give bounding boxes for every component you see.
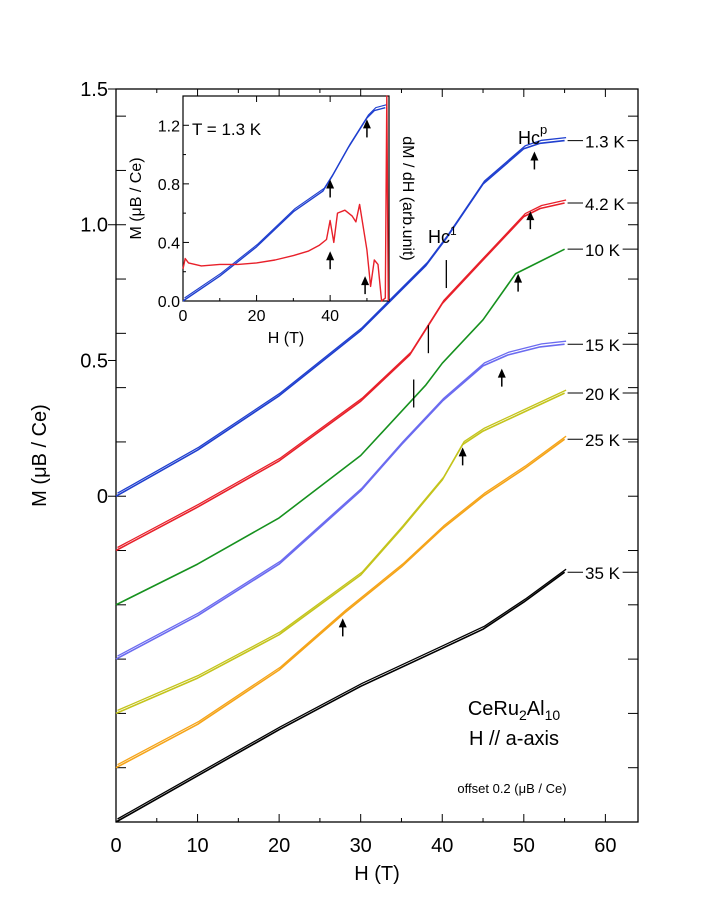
critical-field-arrow bbox=[514, 273, 523, 283]
x-tick-label: 10 bbox=[186, 835, 208, 857]
series-label: 35 K bbox=[585, 564, 621, 583]
series-label-bg bbox=[583, 564, 623, 584]
inset-frame bbox=[182, 95, 390, 302]
inset-y-axis-title: M (μB / Ce) bbox=[128, 157, 145, 239]
series-line bbox=[115, 248, 565, 606]
series-line bbox=[115, 571, 566, 823]
series-line bbox=[115, 438, 566, 769]
hc1-label: Hc1 bbox=[428, 224, 457, 247]
inset-x-axis-title: H (T) bbox=[268, 330, 304, 347]
inset-y-tick-label: 0.8 bbox=[158, 177, 180, 194]
inset-x-tick-label: 40 bbox=[321, 308, 339, 325]
inset-title: T = 1.3 K bbox=[192, 120, 262, 139]
series-line-sweep bbox=[117, 435, 567, 766]
series-line-sweep bbox=[117, 568, 567, 820]
series-label-bg bbox=[583, 132, 628, 152]
series-label: 4.2 K bbox=[585, 195, 625, 214]
series-label-bg bbox=[583, 241, 623, 261]
series-label-bg bbox=[583, 195, 628, 215]
sample-sub2: 10 bbox=[545, 707, 561, 723]
field-direction: H // a-axis bbox=[469, 728, 559, 750]
x-tick-label: 60 bbox=[594, 835, 616, 857]
y-tick-label: 1.5 bbox=[80, 79, 108, 101]
sample-part: Al bbox=[527, 698, 545, 720]
inset-arrow bbox=[326, 251, 335, 261]
hc1-superscript: 1 bbox=[450, 224, 457, 238]
inset-series-line-sweep bbox=[184, 104, 387, 299]
sample-sub: 2 bbox=[519, 707, 527, 723]
sample-part: CeRu bbox=[468, 698, 519, 720]
series-line-sweep bbox=[117, 136, 567, 494]
series-label: 10 K bbox=[585, 241, 621, 260]
hc1-text: Hc bbox=[428, 227, 450, 247]
critical-field-arrow bbox=[526, 211, 535, 221]
series-label-bg bbox=[583, 431, 623, 451]
plot-frame bbox=[115, 88, 639, 823]
offset-note: offset 0.2 (μB / Ce) bbox=[457, 781, 566, 796]
critical-field-arrow bbox=[497, 368, 506, 378]
x-tick-label: 50 bbox=[513, 835, 535, 857]
series-line bbox=[115, 392, 565, 715]
critical-field-arrow bbox=[530, 151, 539, 161]
x-axis-title: H (T) bbox=[354, 863, 400, 885]
inset-x-tick-label: 20 bbox=[248, 308, 266, 325]
series-label: 20 K bbox=[585, 385, 621, 404]
series-line-sweep bbox=[117, 199, 567, 549]
hcp-text: Hc bbox=[518, 128, 540, 148]
series-label: 1.3 K bbox=[585, 133, 625, 152]
y-tick-label: 0.5 bbox=[80, 350, 108, 372]
hcp-label: Hcp bbox=[518, 122, 547, 148]
y-axis-title: M (μB / Ce) bbox=[29, 404, 51, 507]
y-tick-label: 0 bbox=[97, 486, 108, 508]
x-tick-label: 20 bbox=[268, 835, 290, 857]
inset-y-tick-label: 1.2 bbox=[158, 118, 180, 135]
critical-field-arrow bbox=[338, 618, 347, 628]
series-label-bg bbox=[583, 336, 623, 356]
x-tick-label: 40 bbox=[431, 835, 453, 857]
x-tick-label: 30 bbox=[350, 835, 372, 857]
series-line-sweep bbox=[117, 389, 567, 711]
series-label: 25 K bbox=[585, 431, 621, 450]
critical-field-arrow bbox=[458, 447, 467, 457]
inset-series-line bbox=[182, 95, 389, 302]
inset-arrow bbox=[362, 119, 371, 129]
inset-arrow bbox=[326, 179, 335, 189]
inset-y-tick-label: 0.4 bbox=[158, 235, 180, 252]
inset-x-tick-label: 0 bbox=[179, 308, 188, 325]
series-label: 15 K bbox=[585, 336, 621, 355]
series-label-bg bbox=[583, 385, 623, 405]
sample-name: CeRu2Al10 bbox=[468, 698, 561, 723]
x-tick-label: 0 bbox=[110, 835, 121, 857]
inset-arrow bbox=[361, 276, 370, 286]
inset-y2-axis-title: dM / dH (arb.unit) bbox=[399, 136, 416, 260]
hcp-superscript: p bbox=[540, 122, 547, 137]
inset-y-tick-label: 0.0 bbox=[158, 294, 180, 311]
series-line-sweep bbox=[117, 340, 567, 657]
series-line bbox=[115, 343, 565, 660]
inset-plot: 0 20 40 0.0 0.4 0.8 1.2 H (T) M (μB / Ce) dM / dH… bbox=[128, 95, 416, 347]
y-tick-label: 1.0 bbox=[80, 215, 108, 237]
